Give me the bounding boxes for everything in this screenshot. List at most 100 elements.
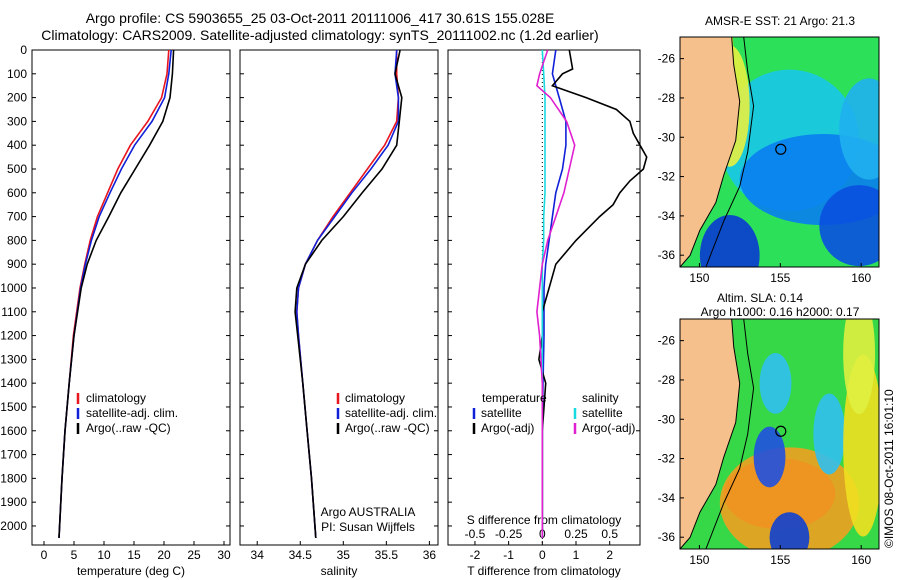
map-lat-label: -28	[658, 373, 676, 387]
map-lat-label: -30	[658, 412, 676, 426]
figure-title-line1: Argo profile: CS 5903655_25 03-Oct-2011 …	[85, 10, 555, 26]
sdiff-legend-title: salinity	[582, 391, 619, 405]
map-sst	[679, 36, 880, 268]
depth-tick-label: 2000	[0, 519, 27, 533]
depth-tick-label: 100	[7, 67, 27, 81]
sal-legend-label: satellite-adj. clim.	[345, 406, 437, 420]
map-lat-label: -34	[658, 209, 676, 223]
argo-position-marker	[775, 143, 787, 155]
tdiff-x-tick-label: 0	[539, 548, 546, 562]
depth-tick-label: 1500	[0, 400, 27, 414]
sdiff-legend-label: satellite	[582, 406, 623, 420]
temp-x-axis-label: temperature (deg C)	[77, 564, 185, 578]
depth-tick-label: 1900	[0, 495, 27, 509]
sla-map-title1: Altim. SLA: 0.14	[716, 291, 804, 305]
depth-tick-label: 1400	[0, 376, 27, 390]
depth-tick-label: 0	[20, 43, 27, 57]
ocean-feature	[699, 215, 760, 267]
depth-tick-label: 1000	[0, 281, 27, 295]
depth-tick-label: 400	[7, 138, 27, 152]
map-sla	[679, 318, 880, 550]
sdiff-x-tick-label: 0.5	[601, 527, 618, 541]
ocean-feature	[813, 393, 846, 475]
sal-x-axis-label: salinity	[321, 564, 358, 578]
map-lon-label: 160	[851, 553, 871, 567]
ocean-feature	[753, 426, 786, 488]
map-lat-label: -26	[658, 334, 676, 348]
map-lat-label: -36	[658, 248, 676, 262]
map-lon-label: 155	[770, 553, 790, 567]
temp-x-tick-label: 0	[41, 548, 48, 562]
sal-x-tick-label: 34	[251, 548, 265, 562]
sal-x-tick-label: 35.5	[375, 548, 399, 562]
depth-tick-label: 600	[7, 186, 27, 200]
sal-x-tick-label: 35	[337, 548, 351, 562]
sal-x-tick-label: 34.5	[289, 548, 313, 562]
map-lon-label: 155	[770, 271, 790, 285]
figure-title-line2: Climatology: CARS2009. Satellite-adjuste…	[41, 27, 599, 43]
diff-series-line	[536, 49, 576, 538]
sdiff-x-tick-label: -0.5	[465, 527, 486, 541]
tdiff-legend-title: temperature	[482, 391, 547, 405]
temp-x-tick-label: 10	[97, 548, 111, 562]
depth-tick-label: 1100	[1, 305, 27, 319]
temp-legend-label: satellite-adj. clim.	[86, 406, 178, 420]
depth-tick-label: 1700	[0, 448, 27, 462]
temp-x-tick-label: 30	[217, 548, 231, 562]
map-lat-label: -36	[658, 530, 676, 544]
sst-map-title: AMSR-E SST: 21 Argo: 21.3	[704, 14, 856, 28]
australia-land	[680, 37, 741, 267]
plot-frame-1	[31, 49, 231, 546]
argo-position-marker	[775, 425, 787, 437]
map-lat-label: -30	[658, 130, 676, 144]
tdiff-axis-label: T difference from climatology	[467, 564, 621, 578]
sal-series-line	[295, 50, 400, 538]
map-lat-label: -34	[658, 491, 676, 505]
map-lat-label: -26	[658, 52, 676, 66]
map-lon-label: 160	[851, 271, 871, 285]
map-frame	[679, 36, 880, 268]
sal-series-line	[294, 49, 403, 538]
map-frame	[679, 318, 880, 550]
tdiff-x-tick-label: -2	[470, 548, 481, 562]
tdiff-x-tick-label: 1	[573, 548, 580, 562]
sla-map-title2: Argo h1000: 0.16 h2000: 0.17	[700, 305, 860, 319]
sal-legend-label: climatology	[345, 391, 405, 405]
argo-annotation-line1: Argo AUSTRALIA	[321, 505, 416, 519]
map-lat-label: -32	[658, 452, 676, 466]
tdiff-legend-label: Argo(-adj)	[481, 421, 534, 435]
bathymetry-contour	[705, 37, 755, 267]
ocean-feature	[843, 319, 876, 415]
depth-tick-label: 300	[7, 114, 27, 128]
temp-series-line	[58, 49, 170, 538]
sdiff-legend-label: Argo(-adj)	[582, 421, 635, 435]
depth-tick-label: 1600	[0, 424, 27, 438]
plot-frame-2	[239, 49, 439, 546]
sal-legend-label: Argo(..raw -QC)	[345, 421, 430, 435]
map-lon-label: 150	[689, 553, 709, 567]
tdiff-x-tick-label: -1	[503, 548, 514, 562]
argo-annotation-line2: PI: Susan Wijffels	[321, 520, 415, 534]
imos-stamp: ©IMOS 08-Oct-2011 16:01:10	[882, 389, 896, 548]
depth-tick-label: 200	[7, 91, 27, 105]
temp-series-line	[58, 49, 175, 538]
temp-x-tick-label: 20	[157, 548, 171, 562]
ocean-feature	[819, 185, 879, 267]
temp-series-line	[58, 49, 172, 538]
tdiff-x-tick-label: 2	[606, 548, 613, 562]
plot-frame-3	[447, 49, 641, 546]
temp-legend-label: Argo(..raw -QC)	[86, 421, 171, 435]
sdiff-x-tick-label: -0.25	[495, 527, 523, 541]
depth-tick-label: 800	[7, 233, 27, 247]
sdiff-axis-label: S difference from climatology	[467, 513, 622, 527]
ocean-feature	[719, 447, 860, 549]
sal-x-tick-label: 36	[423, 548, 437, 562]
map-lon-label: 150	[689, 271, 709, 285]
depth-tick-label: 1800	[0, 471, 27, 485]
australia-land	[680, 319, 741, 549]
sdiff-x-tick-label: 0.25	[564, 527, 588, 541]
depth-tick-label: 700	[7, 210, 27, 224]
ocean-feature	[839, 78, 879, 180]
depth-tick-label: 1300	[0, 352, 27, 366]
depth-tick-label: 500	[7, 162, 27, 176]
